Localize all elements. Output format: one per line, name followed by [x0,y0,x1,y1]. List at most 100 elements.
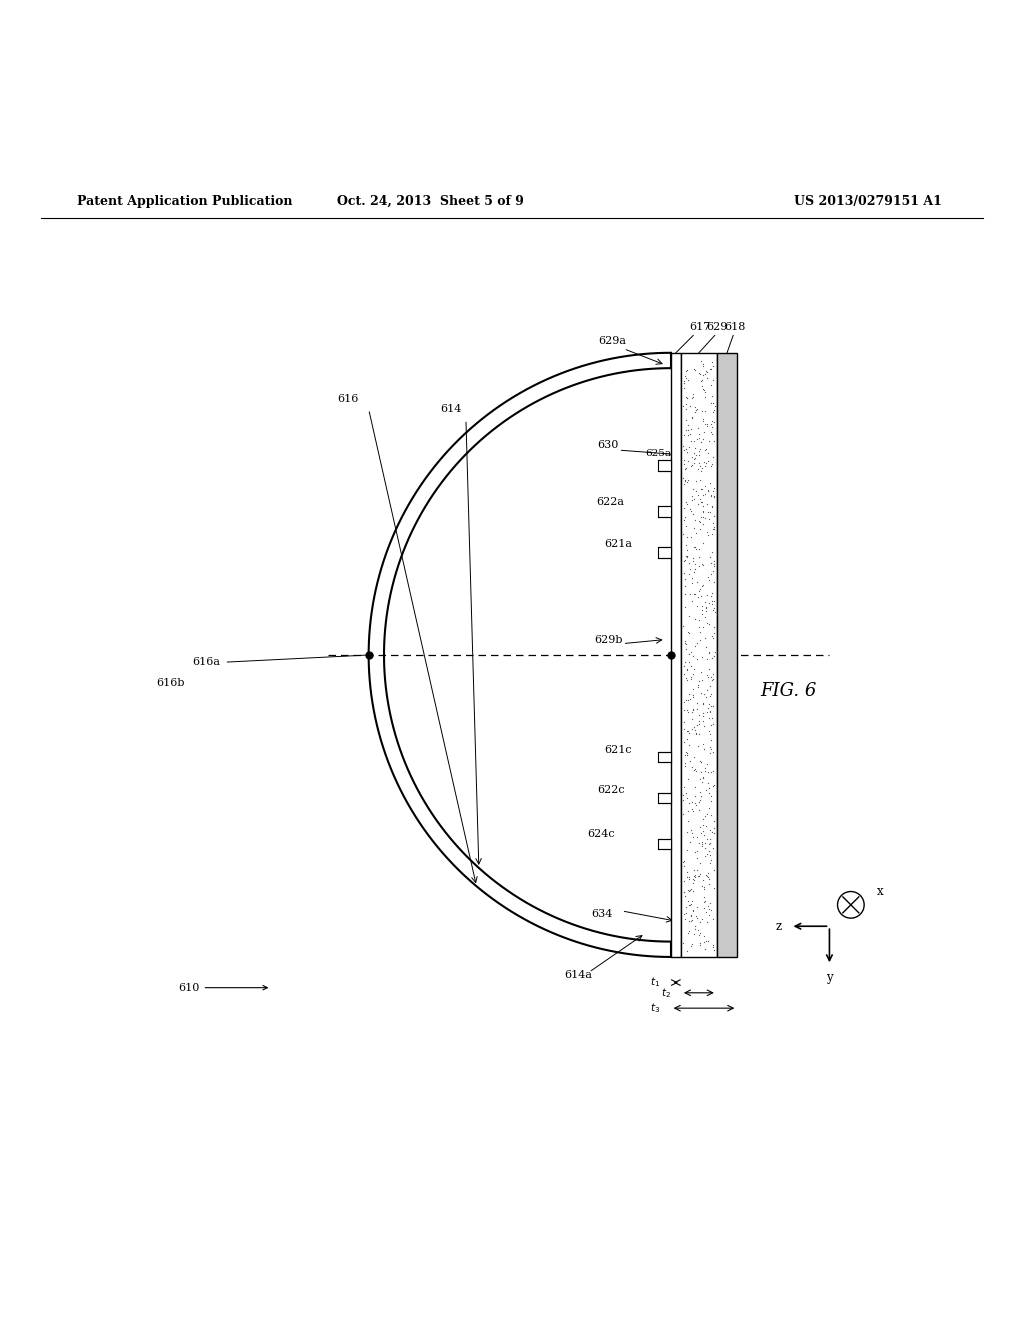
Point [675,803,691,824]
Point [699,862,716,883]
Point [686,488,702,510]
Point [685,387,701,408]
Point [694,576,711,597]
Point [680,414,696,436]
Point [686,583,702,605]
Point [685,479,701,500]
Point [684,408,700,429]
Point [692,762,709,783]
Text: 614a: 614a [564,970,593,981]
Point [683,430,699,451]
Point [698,865,715,886]
Point [679,719,695,741]
Point [706,822,722,843]
Point [697,591,714,612]
Point [701,783,718,804]
Point [682,904,698,925]
Point [694,733,711,754]
Text: 610: 610 [178,982,267,993]
Point [684,645,700,667]
Point [701,546,718,568]
Point [693,785,710,807]
Point [695,887,712,908]
Point [699,664,716,685]
Point [707,822,723,843]
Point [702,358,719,379]
Point [698,686,715,708]
Text: 629a: 629a [598,335,627,346]
Point [691,866,708,887]
Point [702,730,719,751]
Point [684,909,700,931]
Point [686,562,702,583]
Point [682,689,698,710]
Point [676,731,692,752]
Point [693,370,710,391]
Point [703,682,720,704]
Point [688,840,705,861]
Point [691,616,708,638]
Point [691,440,708,461]
Point [688,693,705,714]
Text: 629: 629 [707,322,727,333]
Point [687,866,703,887]
Point [679,669,695,690]
Point [682,909,698,931]
Point [696,939,713,960]
Point [676,440,692,461]
Point [680,437,696,458]
Point [698,453,715,474]
Point [694,411,711,432]
Point [684,664,700,685]
Point [682,832,698,853]
Point [697,606,714,627]
Point [705,668,721,689]
Point [701,853,718,874]
Point [692,789,709,810]
Point [703,417,720,438]
Point [692,507,709,528]
Bar [658,793,671,804]
Point [705,713,721,734]
Point [694,554,711,576]
Point [702,667,719,688]
Point [678,903,694,924]
Text: 621c: 621c [604,744,632,755]
Point [687,558,703,579]
Point [692,661,709,682]
Point [693,432,710,453]
Point [685,449,701,470]
Point [677,471,693,492]
Point [681,792,697,813]
Point [701,686,718,708]
Point [676,718,692,739]
Point [698,367,715,388]
Point [703,804,720,825]
Point [694,832,711,853]
Point [697,440,714,461]
Point [679,729,695,750]
Point [691,363,708,384]
Point [684,822,700,843]
Point [689,632,706,653]
Point [699,524,716,545]
Point [676,562,692,583]
Point [699,895,716,916]
Point [680,891,696,912]
Point [684,387,700,408]
Point [706,775,722,796]
Text: 629b: 629b [594,635,623,644]
Point [688,723,705,744]
Point [680,911,696,932]
Point [692,630,709,651]
Point [695,824,712,845]
Point [680,810,696,832]
Point [690,458,707,479]
Point [687,396,703,417]
Point [703,590,720,611]
Point [683,590,699,611]
Point [678,367,694,388]
Point [676,473,692,494]
Point [675,523,691,544]
Point [693,833,710,854]
